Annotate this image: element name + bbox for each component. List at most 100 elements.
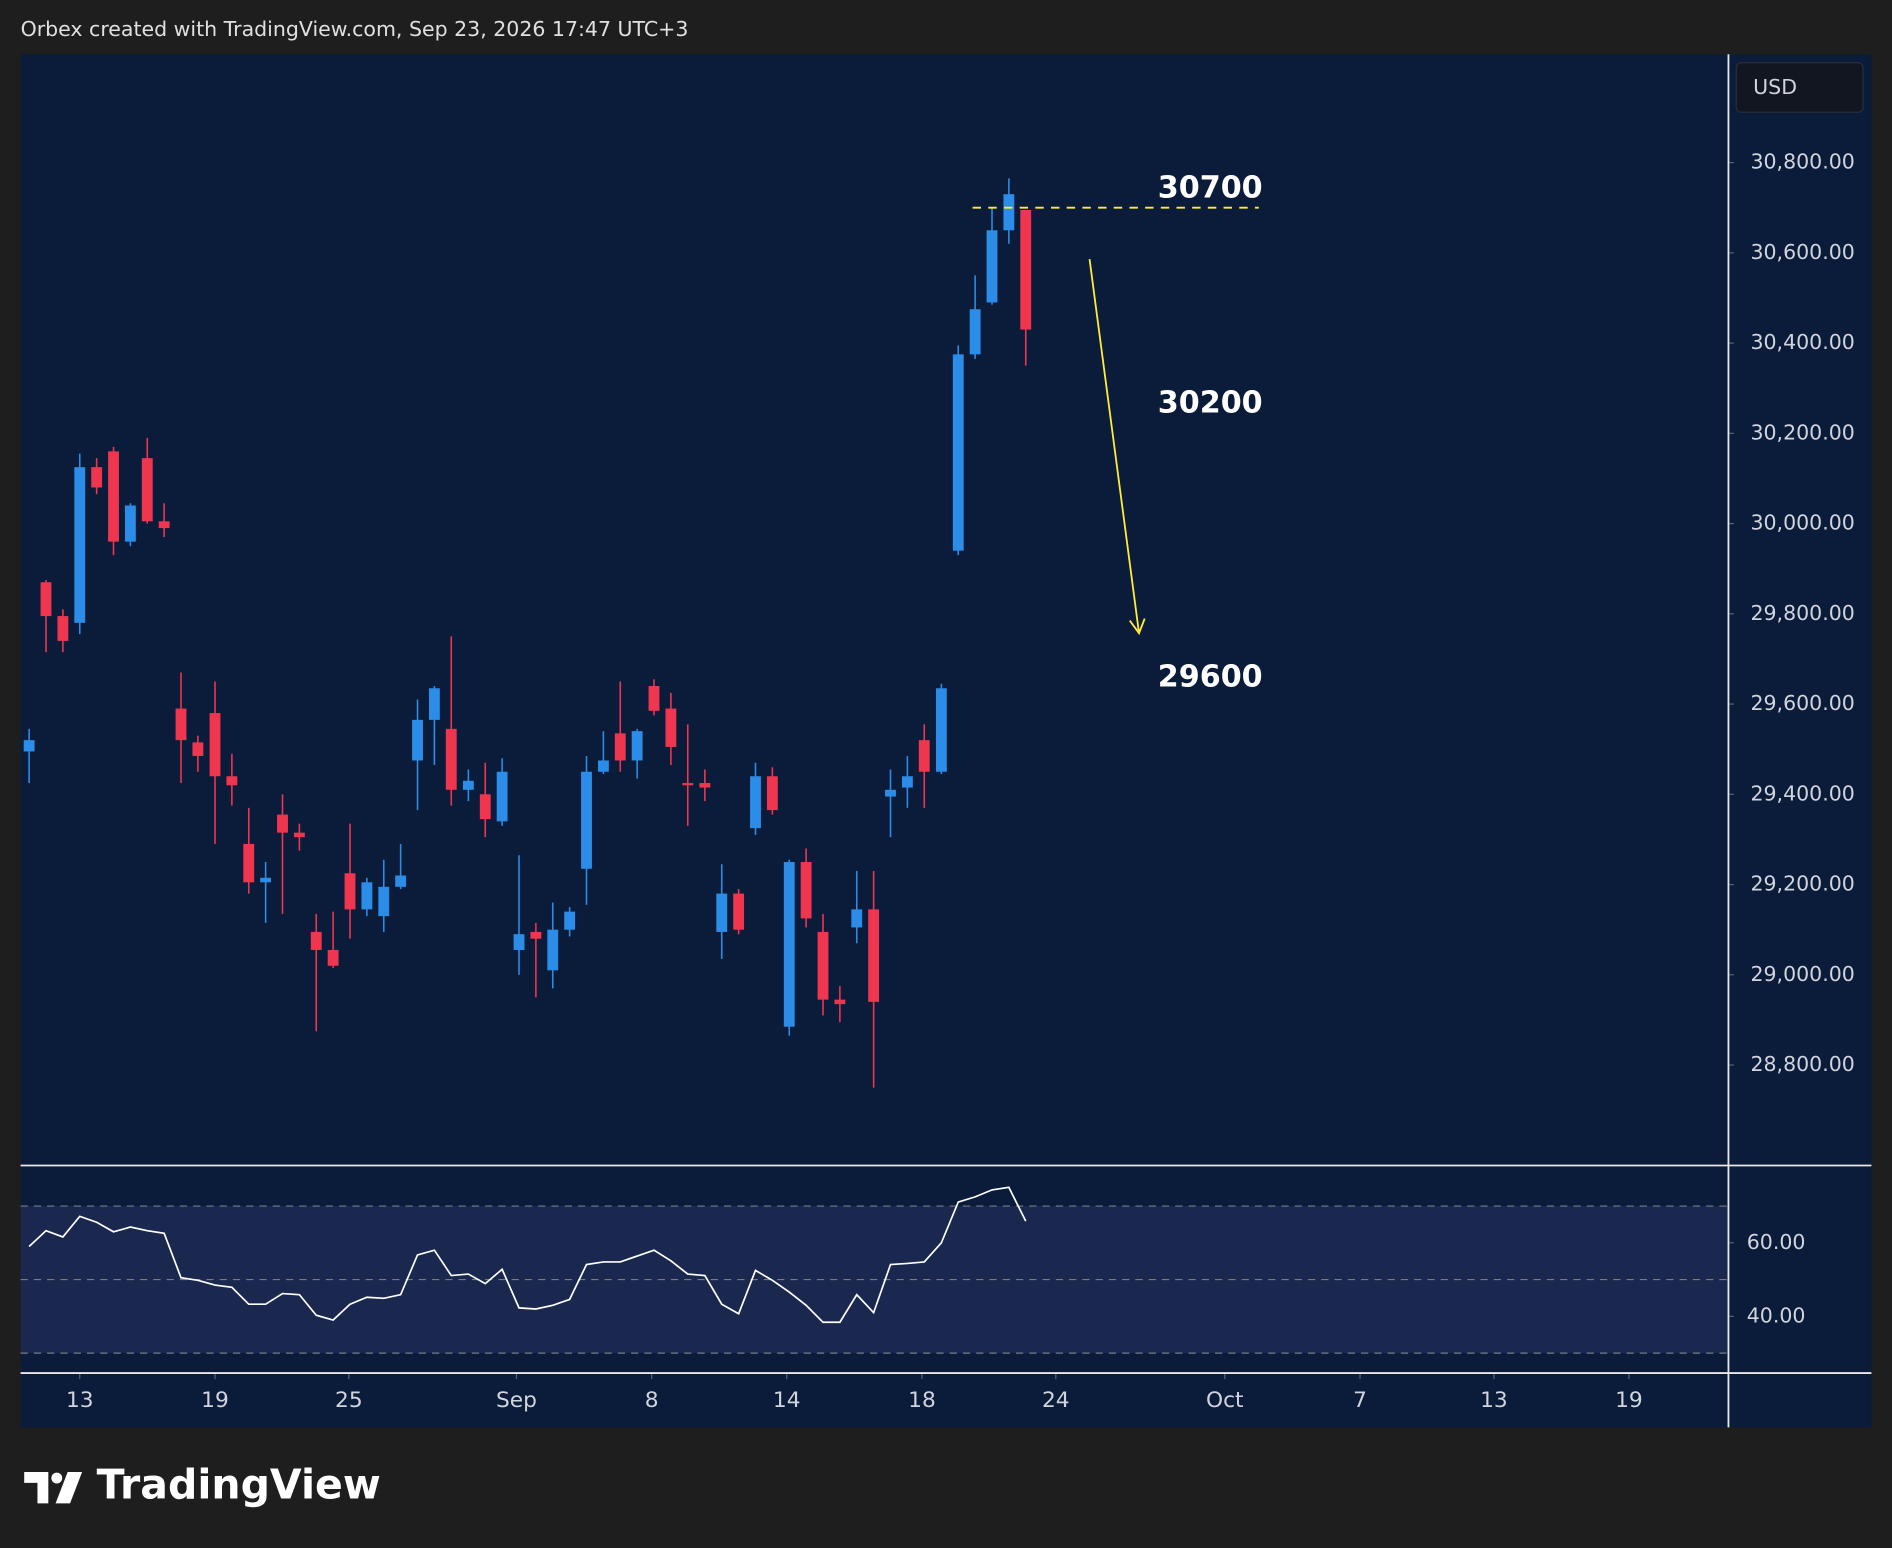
candle-body	[91, 467, 103, 488]
candle-body	[428, 688, 440, 720]
y-tick-label: 29,200.00	[1750, 872, 1854, 896]
candle-body	[513, 934, 525, 950]
currency-box	[1735, 62, 1864, 113]
candle-body	[158, 521, 170, 529]
candle-body	[462, 780, 474, 790]
candle-body	[918, 740, 930, 772]
candle-body	[614, 733, 626, 761]
annotation: 30700	[1158, 171, 1263, 206]
y-tick-label: 30,600.00	[1750, 240, 1854, 264]
x-tick-label: Oct	[1206, 1388, 1244, 1413]
annotation: 29600	[1158, 659, 1263, 694]
y-tick-label: 29,600.00	[1750, 691, 1854, 715]
candle-body	[581, 771, 592, 869]
candle-body	[57, 616, 69, 641]
candle-body	[1020, 209, 1032, 330]
candle-body	[834, 999, 846, 1005]
annotation: 30200	[1158, 385, 1263, 420]
candle-body	[209, 713, 221, 777]
candle-body	[665, 708, 677, 747]
logo-part	[24, 1471, 49, 1504]
candle-body	[23, 740, 35, 752]
candle-body	[175, 708, 187, 741]
candle-body	[986, 230, 998, 303]
rsi-line	[28, 1186, 1027, 1324]
x-tick-label: 13	[66, 1388, 94, 1413]
candle-body	[141, 458, 153, 522]
candle-body	[327, 949, 339, 966]
candle-body	[817, 931, 829, 1000]
candle-body	[344, 873, 356, 910]
x-tick-label: Sep	[496, 1388, 537, 1413]
y-tick-label: 29,400.00	[1750, 781, 1854, 805]
brand: TradingView	[97, 1461, 381, 1509]
candle-body	[40, 582, 52, 617]
candle-body	[226, 776, 238, 786]
y-tick-label: 30,400.00	[1750, 330, 1854, 354]
brand-logo	[24, 1471, 83, 1504]
candle-body	[310, 931, 322, 950]
candle-body	[699, 783, 711, 788]
candle-body	[192, 742, 204, 756]
candle-body	[564, 911, 576, 930]
candle-body	[1003, 194, 1015, 231]
x-tick-label: 8	[645, 1388, 659, 1413]
candle-body	[530, 931, 542, 939]
candle-body	[361, 882, 373, 910]
x-tick-label: 24	[1042, 1388, 1070, 1413]
candle-body	[935, 688, 947, 772]
candle-body	[479, 794, 491, 820]
y-tick-label: 30,200.00	[1750, 420, 1854, 444]
arrow-shaft	[1088, 259, 1140, 634]
candle-body	[800, 861, 812, 919]
candle-body	[716, 893, 728, 932]
candle-body	[496, 771, 508, 822]
y-tick-label: 28,800.00	[1750, 1052, 1854, 1076]
candle-body	[277, 814, 288, 833]
candle-body	[783, 861, 795, 1027]
candle-body	[733, 893, 745, 930]
y-tick-label: 29,800.00	[1750, 601, 1854, 625]
x-tick-label: 25	[335, 1388, 363, 1413]
candle-body	[766, 776, 778, 811]
header: Orbex created with TradingView.com, Sep …	[21, 17, 689, 41]
candle-body	[851, 909, 863, 928]
candle-body	[901, 776, 913, 788]
plot: 28,800.00 29,000.00 29,200.00 29,400.00 29,6…	[20, 150, 1855, 1413]
candle-body	[547, 929, 559, 971]
candle-body	[885, 789, 896, 797]
y-tick-label: 60.00	[1747, 1230, 1806, 1254]
y-tick-label: 30,000.00	[1750, 511, 1854, 535]
candle-body	[868, 909, 880, 1002]
candle-body	[74, 467, 86, 623]
x-tick-label: 13	[1480, 1388, 1508, 1413]
candle-body	[631, 731, 643, 761]
x-tick-label: 19	[1615, 1388, 1643, 1413]
x-tick-label: 7	[1353, 1388, 1367, 1413]
candle-body	[597, 760, 609, 772]
y-tick-label: 40.00	[1747, 1303, 1806, 1327]
candle-body	[952, 354, 964, 551]
candle-body	[682, 783, 694, 786]
candle-body	[750, 776, 761, 829]
candle-body	[648, 686, 660, 711]
candle-body	[293, 832, 305, 838]
candle-body	[412, 719, 423, 761]
x-tick-label: 19	[201, 1388, 229, 1413]
candle-body	[395, 875, 407, 887]
candle-body	[124, 505, 136, 542]
y-tick-label: 30,800.00	[1750, 150, 1854, 174]
candle-body	[378, 886, 390, 917]
candle-body	[445, 728, 457, 790]
x-tick-label: 14	[773, 1388, 801, 1413]
candle-body	[260, 877, 272, 883]
arrow-head	[1129, 618, 1146, 636]
logo-part	[51, 1472, 63, 1484]
currency: USD	[1753, 75, 1797, 99]
candle-body	[108, 451, 119, 542]
logo-part	[55, 1471, 83, 1504]
candle-body	[243, 843, 255, 883]
candle-body	[969, 309, 981, 355]
